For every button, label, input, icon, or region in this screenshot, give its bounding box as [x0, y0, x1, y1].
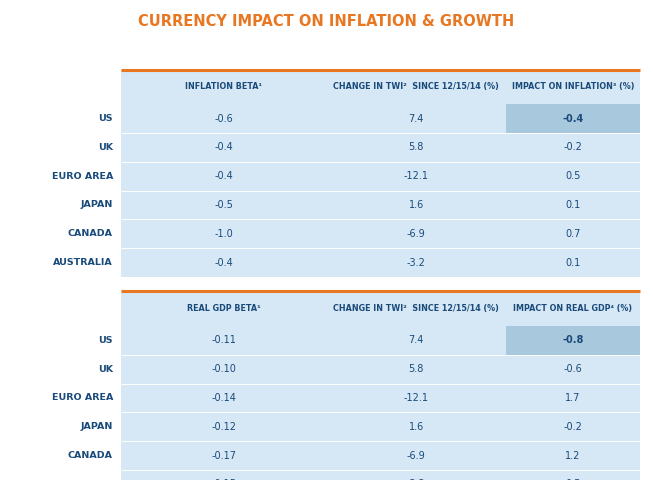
FancyBboxPatch shape: [506, 441, 640, 470]
Text: CANADA: CANADA: [68, 451, 113, 460]
Text: -0.4: -0.4: [214, 143, 233, 152]
Text: UK: UK: [98, 143, 113, 152]
FancyBboxPatch shape: [326, 355, 506, 384]
Text: -0.5: -0.5: [214, 200, 233, 210]
Text: US: US: [99, 114, 113, 123]
FancyBboxPatch shape: [121, 441, 326, 470]
FancyBboxPatch shape: [121, 291, 326, 326]
FancyBboxPatch shape: [506, 104, 640, 133]
FancyBboxPatch shape: [506, 470, 640, 480]
Text: -12.1: -12.1: [404, 393, 429, 403]
Text: 0.1: 0.1: [565, 258, 581, 267]
Text: 1.6: 1.6: [409, 422, 424, 432]
Text: UK: UK: [98, 365, 113, 373]
FancyBboxPatch shape: [506, 248, 640, 277]
Text: -3.2: -3.2: [407, 258, 426, 267]
Text: 5.8: 5.8: [409, 143, 424, 152]
Text: CHANGE IN TWI²  SINCE 12/15/14 (%): CHANGE IN TWI² SINCE 12/15/14 (%): [333, 304, 500, 313]
Text: EURO AREA: EURO AREA: [52, 172, 113, 180]
FancyBboxPatch shape: [326, 291, 506, 326]
Text: IMPACT ON REAL GDP⁴ (%): IMPACT ON REAL GDP⁴ (%): [513, 304, 633, 313]
Text: 0.1: 0.1: [565, 200, 581, 210]
FancyBboxPatch shape: [121, 326, 326, 355]
FancyBboxPatch shape: [506, 70, 640, 104]
Text: 0.7: 0.7: [565, 229, 581, 239]
FancyBboxPatch shape: [121, 470, 326, 480]
Text: -0.14: -0.14: [211, 393, 236, 403]
Text: AUSTRALIA: AUSTRALIA: [53, 258, 113, 267]
Text: -0.6: -0.6: [214, 114, 233, 123]
FancyBboxPatch shape: [506, 384, 640, 412]
FancyBboxPatch shape: [506, 219, 640, 248]
Text: 1.2: 1.2: [565, 451, 581, 460]
FancyBboxPatch shape: [326, 133, 506, 162]
FancyBboxPatch shape: [121, 70, 326, 104]
Text: 0.5: 0.5: [565, 171, 581, 181]
FancyBboxPatch shape: [326, 219, 506, 248]
FancyBboxPatch shape: [506, 191, 640, 219]
Text: IMPACT ON INFLATION³ (%): IMPACT ON INFLATION³ (%): [512, 83, 634, 91]
Text: -0.8: -0.8: [562, 336, 584, 345]
Text: REAL GDP BETA¹: REAL GDP BETA¹: [187, 304, 261, 313]
Text: CANADA: CANADA: [68, 229, 113, 238]
Text: JAPAN: JAPAN: [80, 422, 113, 431]
Text: INFLATION BETA¹: INFLATION BETA¹: [185, 83, 262, 91]
FancyBboxPatch shape: [506, 133, 640, 162]
Text: 1.7: 1.7: [565, 393, 581, 403]
Text: EURO AREA: EURO AREA: [52, 394, 113, 402]
Text: -12.1: -12.1: [404, 171, 429, 181]
FancyBboxPatch shape: [121, 248, 326, 277]
Text: 1.6: 1.6: [409, 200, 424, 210]
Text: -0.10: -0.10: [211, 364, 236, 374]
FancyBboxPatch shape: [326, 470, 506, 480]
Text: -0.12: -0.12: [211, 422, 236, 432]
Text: -0.2: -0.2: [564, 143, 582, 152]
FancyBboxPatch shape: [326, 412, 506, 441]
FancyBboxPatch shape: [326, 104, 506, 133]
Text: -0.4: -0.4: [214, 171, 233, 181]
FancyBboxPatch shape: [506, 326, 640, 355]
FancyBboxPatch shape: [326, 326, 506, 355]
Text: 5.8: 5.8: [409, 364, 424, 374]
Text: CHANGE IN TWI²  SINCE 12/15/14 (%): CHANGE IN TWI² SINCE 12/15/14 (%): [333, 83, 500, 91]
FancyBboxPatch shape: [121, 191, 326, 219]
FancyBboxPatch shape: [326, 248, 506, 277]
FancyBboxPatch shape: [326, 191, 506, 219]
Text: CURRENCY IMPACT ON INFLATION & GROWTH: CURRENCY IMPACT ON INFLATION & GROWTH: [138, 14, 515, 29]
Text: -0.4: -0.4: [562, 114, 584, 123]
Text: -6.9: -6.9: [407, 451, 426, 460]
FancyBboxPatch shape: [326, 70, 506, 104]
FancyBboxPatch shape: [121, 384, 326, 412]
FancyBboxPatch shape: [121, 219, 326, 248]
FancyBboxPatch shape: [326, 384, 506, 412]
Text: -0.17: -0.17: [211, 451, 236, 460]
Text: -0.6: -0.6: [564, 364, 582, 374]
FancyBboxPatch shape: [506, 162, 640, 191]
Text: 7.4: 7.4: [409, 114, 424, 123]
Text: -0.2: -0.2: [564, 422, 582, 432]
FancyBboxPatch shape: [506, 412, 640, 441]
FancyBboxPatch shape: [121, 133, 326, 162]
Text: 7.4: 7.4: [409, 336, 424, 345]
Text: -0.4: -0.4: [214, 258, 233, 267]
Text: -0.11: -0.11: [211, 336, 236, 345]
FancyBboxPatch shape: [506, 355, 640, 384]
FancyBboxPatch shape: [121, 355, 326, 384]
FancyBboxPatch shape: [326, 162, 506, 191]
FancyBboxPatch shape: [121, 412, 326, 441]
FancyBboxPatch shape: [121, 162, 326, 191]
Text: US: US: [99, 336, 113, 345]
FancyBboxPatch shape: [506, 291, 640, 326]
Text: -6.9: -6.9: [407, 229, 426, 239]
FancyBboxPatch shape: [326, 441, 506, 470]
Text: JAPAN: JAPAN: [80, 201, 113, 209]
Text: -1.0: -1.0: [214, 229, 233, 239]
FancyBboxPatch shape: [121, 104, 326, 133]
